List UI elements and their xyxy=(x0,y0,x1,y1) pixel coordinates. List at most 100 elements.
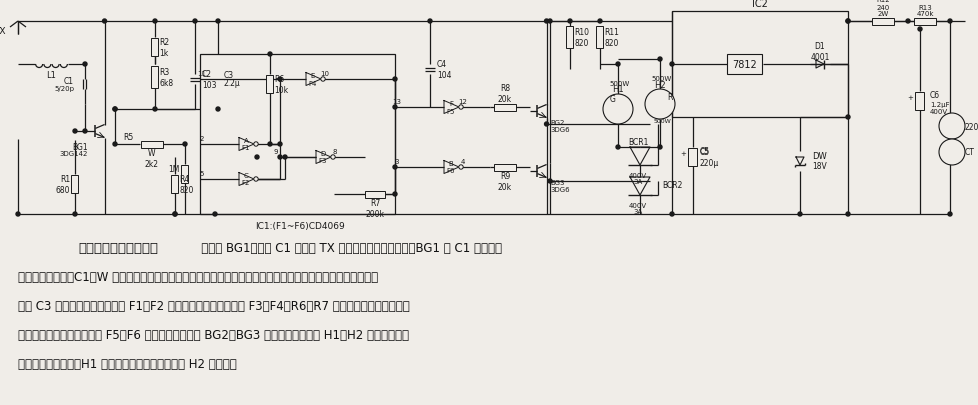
Text: R6
10k: R6 10k xyxy=(274,75,289,94)
Text: R: R xyxy=(667,92,672,101)
Circle shape xyxy=(905,20,910,24)
Circle shape xyxy=(153,108,156,112)
Text: R13
470k: R13 470k xyxy=(915,4,933,17)
Circle shape xyxy=(845,20,849,24)
Circle shape xyxy=(917,28,921,32)
Text: 1.2μF: 1.2μF xyxy=(929,102,949,108)
Bar xyxy=(365,191,384,198)
Bar xyxy=(71,175,78,194)
Circle shape xyxy=(112,108,117,112)
Circle shape xyxy=(938,114,964,140)
Text: 1M: 1M xyxy=(168,165,180,174)
Circle shape xyxy=(657,146,661,149)
Text: 18V: 18V xyxy=(811,162,825,171)
Bar xyxy=(913,19,935,26)
Circle shape xyxy=(103,20,107,24)
Text: CT: CT xyxy=(964,148,974,157)
Text: BG2
3DG6: BG2 3DG6 xyxy=(550,120,569,133)
Circle shape xyxy=(548,179,552,183)
Text: 8: 8 xyxy=(333,149,336,155)
Text: 400V: 400V xyxy=(628,202,646,209)
Text: R3
6k8: R3 6k8 xyxy=(159,68,173,87)
Text: R7
200k: R7 200k xyxy=(365,199,384,218)
Text: 3: 3 xyxy=(394,159,399,164)
Text: C2
103: C2 103 xyxy=(201,70,216,90)
Circle shape xyxy=(253,177,258,182)
Text: 10: 10 xyxy=(320,71,330,77)
Bar xyxy=(152,67,158,89)
Circle shape xyxy=(216,108,220,112)
Bar xyxy=(566,27,573,49)
Text: 5: 5 xyxy=(200,171,204,177)
Text: R4
820: R4 820 xyxy=(179,175,194,194)
Bar xyxy=(200,55,394,215)
Circle shape xyxy=(392,166,397,170)
Circle shape xyxy=(321,78,325,82)
Text: 12: 12 xyxy=(458,99,467,105)
Circle shape xyxy=(278,143,282,147)
Circle shape xyxy=(331,156,334,160)
Circle shape xyxy=(253,143,258,147)
Text: R1
680: R1 680 xyxy=(56,175,70,194)
Text: 500W: 500W xyxy=(651,76,672,82)
Text: 7812: 7812 xyxy=(732,60,757,70)
Circle shape xyxy=(947,20,951,24)
Circle shape xyxy=(845,20,849,24)
Circle shape xyxy=(615,63,619,67)
Text: R11
820: R11 820 xyxy=(603,28,619,47)
Circle shape xyxy=(657,58,661,62)
Text: A
F1: A F1 xyxy=(242,138,250,151)
Text: C
F2: C F2 xyxy=(242,173,250,186)
Bar xyxy=(494,164,515,171)
Text: C6: C6 xyxy=(929,91,939,100)
Text: DW: DW xyxy=(811,152,825,161)
Text: W
2k2: W 2k2 xyxy=(145,149,158,168)
Text: H1: H1 xyxy=(611,85,623,94)
Text: R8
20k: R8 20k xyxy=(498,84,511,103)
Text: 500W: 500W xyxy=(652,119,670,124)
Bar xyxy=(181,166,189,183)
Circle shape xyxy=(73,130,77,134)
Circle shape xyxy=(112,143,117,147)
Circle shape xyxy=(193,20,197,24)
Bar xyxy=(914,93,923,111)
Text: R9
20k: R9 20k xyxy=(498,172,511,192)
Circle shape xyxy=(567,20,571,24)
Text: H2: H2 xyxy=(653,80,665,89)
Bar xyxy=(141,141,162,148)
Circle shape xyxy=(548,20,552,24)
Text: R5: R5 xyxy=(123,133,133,142)
Text: C5
220μ: C5 220μ xyxy=(699,148,718,167)
Circle shape xyxy=(392,106,397,110)
Text: 三极管 BG1、电容 C1 和天线 TX 等组成了微波探测电路。BG1 在 C1 的正反馈: 三极管 BG1、电容 C1 和天线 TX 等组成了微波探测电路。BG1 在 C1… xyxy=(190,241,502,254)
Text: D
F3: D F3 xyxy=(319,151,327,164)
Circle shape xyxy=(427,20,431,24)
Text: C1: C1 xyxy=(64,77,74,86)
Text: 400V: 400V xyxy=(628,173,646,179)
Text: 2: 2 xyxy=(200,136,204,142)
Text: 形，输出方波脉冲信号，经 F5、F6 反相隔离后，控制 BG2、BG3 的通断，从而控制 H1、H2 的亮灭闪烁。: 形，输出方波脉冲信号，经 F5、F6 反相隔离后，控制 BG2、BG3 的通断，… xyxy=(18,328,409,341)
Circle shape xyxy=(598,20,601,24)
Circle shape xyxy=(254,156,259,160)
Text: 11: 11 xyxy=(198,71,206,77)
Text: 作用下产生振荡，C1、W 可调节振荡频率。天线将微波辐射到周围空间，根据多普勒效应探测人体活动。由耦合: 作用下产生振荡，C1、W 可调节振荡频率。天线将微波辐射到周围空间，根据多普勒效… xyxy=(18,270,378,283)
Text: 400V: 400V xyxy=(929,109,947,115)
Circle shape xyxy=(268,143,272,147)
Text: C5: C5 xyxy=(699,147,709,156)
Circle shape xyxy=(392,78,397,82)
Circle shape xyxy=(544,123,548,127)
Circle shape xyxy=(615,146,619,149)
Circle shape xyxy=(797,213,801,216)
Circle shape xyxy=(213,213,217,216)
Text: 9: 9 xyxy=(274,149,278,155)
Bar xyxy=(688,149,696,166)
Circle shape xyxy=(947,213,951,216)
Circle shape xyxy=(602,95,633,125)
Text: 无人体移动信号时，H1 亮，发绿光，有人体信号时 H2 发红光。: 无人体移动信号时，H1 亮，发绿光，有人体信号时 H2 发红光。 xyxy=(18,357,237,370)
Circle shape xyxy=(459,106,463,110)
Circle shape xyxy=(392,192,397,196)
Text: BG1: BG1 xyxy=(72,143,88,152)
Circle shape xyxy=(173,213,177,216)
Text: F
F5: F F5 xyxy=(446,101,455,114)
Text: R2
1k: R2 1k xyxy=(159,38,169,58)
